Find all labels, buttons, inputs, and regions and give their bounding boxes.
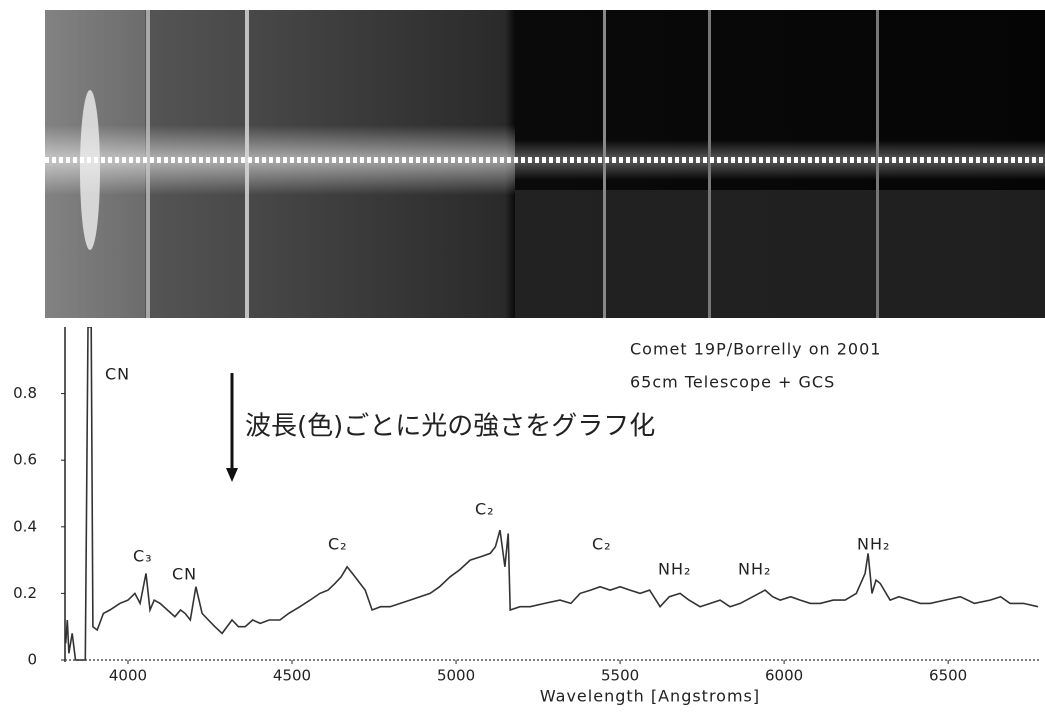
arrow-head xyxy=(226,468,238,482)
peak-label: CN xyxy=(172,565,197,584)
peak-label: NH₂ xyxy=(738,560,771,579)
x-tick-label: 5500 xyxy=(601,667,639,685)
spectrum-line xyxy=(65,327,1039,661)
x-axis-label: Wavelength [Angstroms] xyxy=(540,687,760,706)
peak-label: CN xyxy=(105,365,130,384)
peak-label: C₂ xyxy=(328,535,348,554)
peak-label: NH₂ xyxy=(857,535,890,554)
x-tick-label: 5000 xyxy=(437,667,475,685)
peak-label: C₃ xyxy=(133,547,153,566)
y-tick-label: 0.4 xyxy=(13,517,37,535)
x-tick-label: 6000 xyxy=(765,667,803,685)
x-tick-label: 4500 xyxy=(273,667,311,685)
y-tick-label: 0 xyxy=(27,651,37,669)
spectrum-image xyxy=(45,10,1045,318)
x-tick-label: 6500 xyxy=(929,667,967,685)
peak-label: NH₂ xyxy=(658,560,691,579)
x-tick-label: 4000 xyxy=(109,667,147,685)
peak-label: C₂ xyxy=(592,535,612,554)
y-tick-label: 0.2 xyxy=(13,584,37,602)
peak-label: C₂ xyxy=(475,500,495,519)
info-line: 65cm Telescope + GCS xyxy=(630,373,835,392)
y-tick-label: 0.6 xyxy=(13,451,37,469)
y-tick-label: 0.8 xyxy=(13,384,37,402)
info-line: Comet 19P/Borrelly on 2001 xyxy=(630,340,881,359)
note: 波長(色)ごとに光の強さをグラフ化 xyxy=(245,412,655,442)
